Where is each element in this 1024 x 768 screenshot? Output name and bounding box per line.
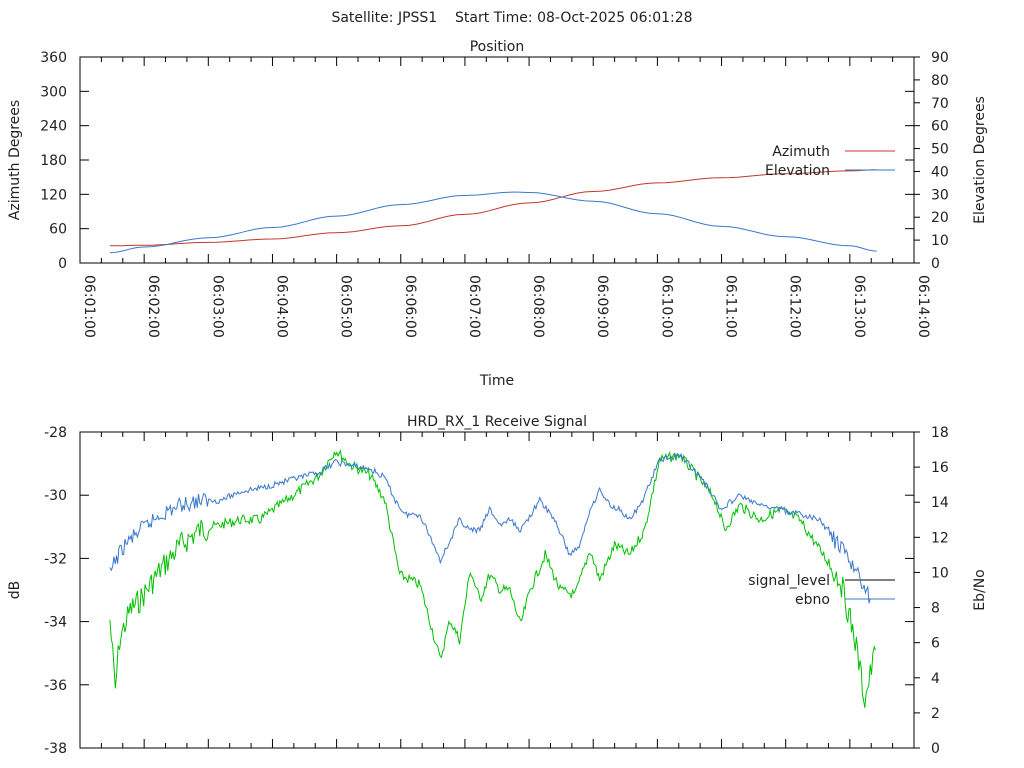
- y-tick-label: -30: [44, 488, 67, 504]
- plot-title: HRD_RX_1 Receive Signal: [407, 414, 587, 430]
- y-tick-label: -34: [44, 615, 67, 631]
- y-tick-label: 60: [49, 222, 67, 238]
- x-tick-label: 06:11:00: [723, 275, 739, 338]
- receive-signal-plot: HRD_RX_1 Receive Signal -38 -36 -34 -32 -30 -2…: [7, 414, 988, 757]
- x-tick-label: 06:09:00: [594, 275, 610, 338]
- y-tick-label: 180: [40, 153, 67, 169]
- y2-tick-label: 80: [931, 73, 949, 89]
- y2-tick-label: 50: [931, 142, 949, 158]
- legend-label: ebno: [795, 592, 830, 608]
- y2-tick-label: 20: [931, 210, 949, 226]
- y-axis-label: dB: [7, 581, 23, 600]
- x-tick-label: 06:06:00: [402, 275, 418, 338]
- y-tick-label: -38: [44, 741, 67, 757]
- y2-tick-label: 14: [931, 495, 949, 511]
- y2-axis-label: Eb/No: [972, 569, 988, 611]
- y2-tick-label: 90: [931, 50, 949, 66]
- y2-tick-label: 16: [931, 460, 949, 476]
- series-line-elevation: [109, 191, 877, 254]
- x-tick-label: 06:02:00: [145, 275, 161, 338]
- x-tick-label: 06:10:00: [658, 275, 674, 338]
- y2-tick-label: 40: [931, 164, 949, 180]
- position-plot: Position 0 60 120 180 240 300 360 0 10 20 30 40 50 60 7…: [7, 39, 988, 389]
- plot-frame: [79, 431, 915, 749]
- y-tick-label: -28: [44, 425, 67, 441]
- y2-tick-label: 30: [931, 187, 949, 203]
- x-tick-label: 06:14:00: [915, 275, 931, 338]
- x-tick-label: 06:13:00: [851, 275, 867, 338]
- x-tick-label: 06:12:00: [787, 275, 803, 338]
- main-title: Satellite: JPSS1 Start Time: 08-Oct-2025…: [331, 10, 692, 26]
- x-axis-label: Time: [479, 373, 514, 389]
- x-tick-label: 06:07:00: [466, 275, 482, 338]
- x-tick-label: 06:05:00: [338, 275, 354, 338]
- x-tick-label: 06:01:00: [81, 275, 97, 338]
- y-tick-label: -32: [44, 551, 67, 567]
- y-tick-label: 300: [40, 84, 67, 100]
- y2-tick-label: 18: [931, 425, 949, 441]
- legend-label: signal_level: [748, 573, 830, 589]
- series-line-azimuth: [109, 169, 877, 247]
- y-axis-label: Azimuth Degrees: [7, 100, 23, 220]
- legend-label: Azimuth: [772, 144, 830, 160]
- y2-tick-label: 10: [931, 565, 949, 581]
- x-tick-label: 06:04:00: [273, 275, 289, 338]
- y-tick-label: 120: [40, 187, 67, 203]
- y2-tick-label: 0: [931, 741, 940, 757]
- y2-tick-label: 8: [931, 601, 940, 617]
- y2-tick-label: 2: [931, 706, 940, 722]
- plot-title: Position: [470, 39, 525, 55]
- legend-label: Elevation: [765, 163, 830, 179]
- y2-tick-label: 6: [931, 636, 940, 652]
- y2-axis-label: Elevation Degrees: [972, 96, 988, 224]
- x-tick-label: 06:03:00: [209, 275, 225, 338]
- y2-tick-label: 4: [931, 671, 940, 687]
- y2-tick-label: 12: [931, 530, 949, 546]
- y-tick-label: -36: [44, 678, 67, 694]
- x-tick-label: 06:08:00: [530, 275, 546, 338]
- y2-tick-label: 10: [931, 233, 949, 249]
- y-tick-label: 0: [58, 256, 67, 272]
- y2-tick-label: 60: [931, 119, 949, 135]
- y2-tick-label: 70: [931, 96, 949, 112]
- y-tick-label: 360: [40, 50, 67, 66]
- plot-frame: [79, 56, 915, 264]
- y-tick-label: 240: [40, 119, 67, 135]
- y2-tick-label: 0: [931, 256, 940, 272]
- series-line-signal-level: [109, 449, 876, 708]
- series-line-ebno: [109, 452, 871, 604]
